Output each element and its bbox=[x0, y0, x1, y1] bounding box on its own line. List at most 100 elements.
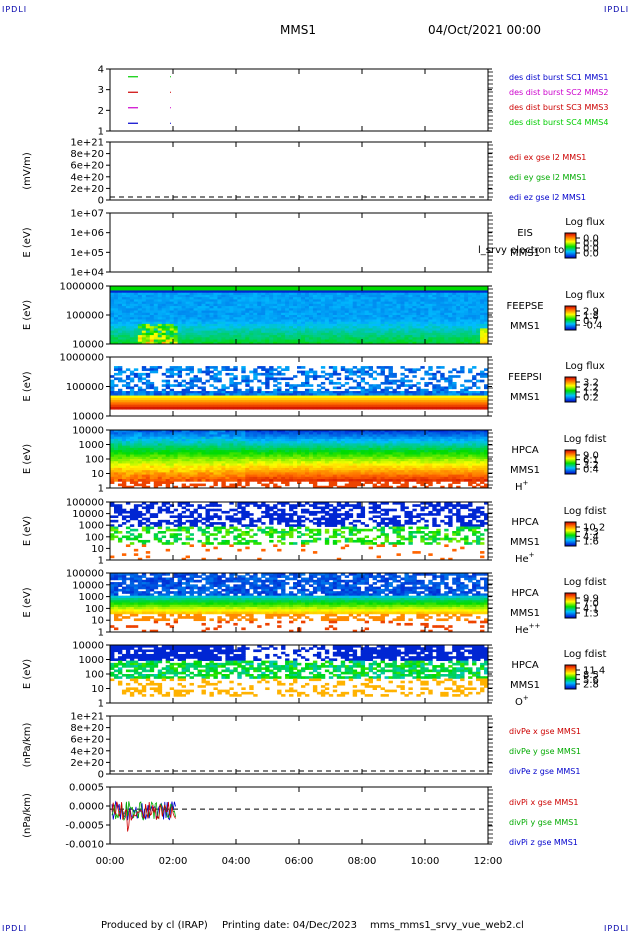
colorbar bbox=[564, 376, 577, 403]
spectrogram-cell bbox=[205, 301, 210, 305]
spectrogram-cell bbox=[404, 395, 409, 399]
spectrogram-cell bbox=[376, 395, 381, 399]
spectrogram-cell bbox=[336, 292, 342, 296]
spectrogram-cell bbox=[320, 301, 326, 305]
spectrogram-cell bbox=[121, 319, 127, 323]
spectrogram-cell bbox=[245, 379, 250, 383]
spectrogram-cell bbox=[312, 339, 318, 343]
spectrogram-cell bbox=[197, 436, 202, 440]
spectrogram-cell bbox=[300, 366, 306, 369]
spectrogram-cell bbox=[289, 391, 294, 394]
spectrogram-cell bbox=[149, 438, 155, 442]
spectrogram-cell bbox=[440, 393, 445, 396]
spectrogram-cell bbox=[269, 315, 274, 318]
spectrogram-cell bbox=[193, 297, 198, 300]
spectrogram-cell bbox=[400, 384, 405, 387]
spectrogram-cell bbox=[233, 434, 238, 438]
spectrogram-cell bbox=[297, 290, 302, 294]
spectrogram-cell bbox=[408, 450, 413, 453]
spectrogram-cell bbox=[432, 438, 437, 442]
spectrogram-cell bbox=[428, 450, 433, 453]
spectrogram-cell bbox=[324, 450, 330, 453]
spectrogram-cell bbox=[137, 335, 143, 338]
spectrogram-cell bbox=[113, 443, 119, 447]
spectrogram-cell bbox=[165, 301, 171, 305]
spectrogram-cell bbox=[285, 393, 290, 396]
spectrogram-cell bbox=[380, 432, 385, 435]
spectrogram-cell bbox=[424, 297, 429, 300]
spectrogram-cell bbox=[424, 292, 429, 296]
spectrogram-cell bbox=[221, 299, 226, 303]
spectrogram-cell bbox=[121, 445, 127, 449]
spectrogram-cell bbox=[245, 290, 250, 294]
spectrogram-cell bbox=[404, 384, 409, 387]
spectrogram-cell bbox=[125, 317, 131, 320]
spectrogram-cell bbox=[229, 315, 234, 318]
spectrogram-cell bbox=[129, 308, 135, 311]
spectrogram-cell bbox=[360, 315, 366, 318]
spectrogram-cell bbox=[141, 381, 147, 385]
spectrogram-cell bbox=[452, 292, 457, 296]
spectrogram-cell bbox=[229, 450, 234, 453]
spectrogram-cell bbox=[428, 323, 433, 327]
spectrogram-cell bbox=[209, 447, 214, 451]
spectrogram-cell bbox=[436, 436, 441, 440]
spectrogram-cell bbox=[352, 372, 358, 376]
spectrogram-cell bbox=[141, 404, 147, 408]
spectrogram-cell bbox=[197, 332, 202, 336]
spectrogram-cell bbox=[348, 372, 354, 376]
spectrogram-cell bbox=[209, 326, 214, 329]
spectrogram-cell bbox=[340, 432, 346, 435]
spectrogram-cell bbox=[261, 315, 266, 318]
spectrogram-cell bbox=[277, 339, 282, 343]
spectrogram-cell bbox=[133, 323, 139, 327]
spectrogram-cell bbox=[464, 379, 469, 383]
spectrogram-cell bbox=[412, 310, 417, 314]
spectrogram-cell bbox=[185, 366, 190, 369]
spectrogram-cell bbox=[312, 301, 318, 305]
spectrogram-cell bbox=[452, 441, 457, 444]
spectrogram-cell bbox=[400, 339, 405, 343]
spectrogram-cell bbox=[340, 286, 346, 289]
spectrogram-cell bbox=[245, 450, 250, 453]
spectrogram-cell bbox=[141, 400, 147, 403]
spectrogram-cell bbox=[472, 319, 477, 323]
spectrogram-cell bbox=[336, 328, 342, 332]
spectrogram-cell bbox=[165, 432, 171, 435]
spectrogram-cell bbox=[209, 430, 214, 433]
spectrogram-cell bbox=[328, 332, 334, 336]
spectrogram-cell bbox=[312, 432, 318, 435]
spectrogram-cell bbox=[185, 337, 190, 340]
spectrogram-cell bbox=[376, 372, 381, 376]
spectrogram-cell bbox=[312, 441, 318, 444]
spectrogram-cell bbox=[177, 288, 183, 291]
spectrogram-cell bbox=[400, 323, 405, 327]
spectrogram-cell bbox=[456, 406, 461, 410]
spectrogram-cell bbox=[237, 438, 242, 442]
spectrogram-cell bbox=[125, 301, 131, 305]
spectrogram-cell bbox=[360, 341, 366, 345]
spectrogram-cell bbox=[205, 323, 210, 327]
spectrogram-cell bbox=[233, 306, 238, 309]
spectrogram-cell bbox=[460, 395, 465, 399]
spectrogram-cell bbox=[444, 288, 449, 291]
spectrogram-cell bbox=[241, 337, 246, 340]
spectrogram-cell bbox=[237, 292, 242, 296]
spectrogram-cell bbox=[249, 303, 254, 307]
spectrogram-cell bbox=[217, 445, 222, 449]
spectrogram-cell bbox=[161, 443, 167, 447]
spectrogram-cell bbox=[110, 297, 115, 300]
spectrogram-cell bbox=[281, 337, 286, 340]
spectrogram-cell bbox=[281, 312, 286, 316]
spectrogram-cell bbox=[376, 315, 381, 318]
spectrogram-cell bbox=[173, 332, 179, 336]
spectrogram-cell bbox=[257, 317, 262, 320]
ytick-label: 1e+06 bbox=[70, 228, 104, 239]
spectrogram-cell bbox=[133, 326, 139, 329]
spectrogram-cell bbox=[249, 288, 254, 291]
spectrogram-cell bbox=[121, 450, 127, 453]
spectrogram-cell bbox=[225, 438, 230, 442]
spectrogram-cell bbox=[392, 310, 397, 314]
spectrogram-cell bbox=[440, 323, 445, 327]
spectrogram-cell bbox=[392, 391, 397, 394]
